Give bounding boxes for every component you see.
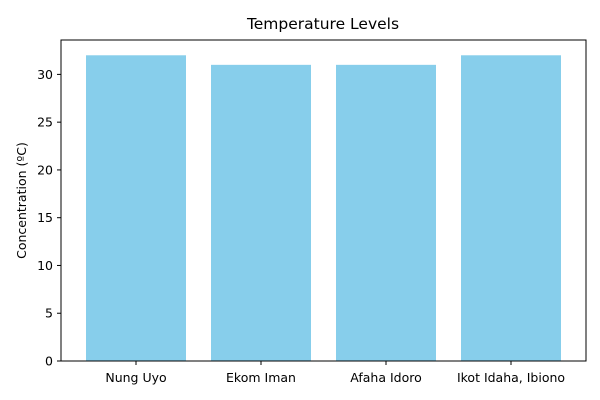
y-tick-label: 0 <box>45 354 53 369</box>
x-tick-label: Afaha Idoro <box>350 370 422 385</box>
y-tick-label: 15 <box>37 210 53 225</box>
y-tick-label: 30 <box>37 67 53 82</box>
bar-ikot-idaha-ibiono <box>461 55 561 362</box>
y-tick-label: 25 <box>37 115 53 130</box>
bar-nung-uyo <box>86 55 186 362</box>
bars-group <box>86 55 561 362</box>
y-axis: 0 5 10 15 20 25 30 <box>37 67 61 369</box>
y-tick-label: 5 <box>45 306 53 321</box>
x-tick-label: Ekom Iman <box>226 370 296 385</box>
bar-ekom-iman <box>211 64 311 361</box>
chart-title: Temperature Levels <box>246 15 399 33</box>
x-axis: Nung Uyo Ekom Iman Afaha Idoro Ikot Idaha, … <box>105 361 565 385</box>
x-tick-label: Nung Uyo <box>105 370 166 385</box>
plot-frame <box>60 39 587 362</box>
bar-afaha-idoro <box>336 64 436 361</box>
y-axis-title: Concentration (ºC) <box>14 142 29 259</box>
x-tick-label: Ikot Idaha, Ibiono <box>457 370 565 385</box>
y-tick-label: 10 <box>37 258 53 273</box>
y-tick-label: 20 <box>37 162 53 177</box>
